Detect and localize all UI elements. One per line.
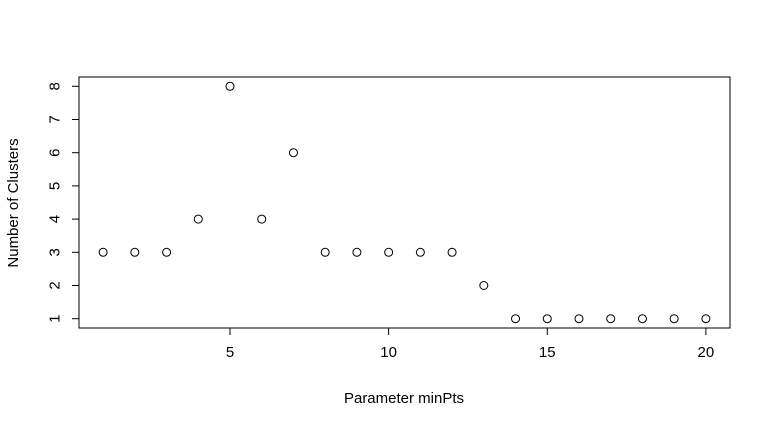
x-axis-label: Parameter minPts <box>344 390 464 407</box>
y-tick-label: 4 <box>47 215 64 223</box>
data-point <box>320 247 330 257</box>
y-tick-label: 7 <box>47 115 64 123</box>
y-axis-label: Number of Clusters <box>5 138 22 267</box>
x-axis: 5 10 15 20 <box>226 327 715 361</box>
data-point <box>415 247 425 257</box>
x-tick-label: 5 <box>226 344 234 361</box>
data-point <box>542 314 552 324</box>
data-point <box>225 81 235 91</box>
data-point <box>193 214 203 224</box>
x-tick-label: 15 <box>539 344 556 361</box>
data-point <box>606 314 616 324</box>
data-point <box>637 314 647 324</box>
data-point <box>352 247 362 257</box>
data-point <box>130 247 140 257</box>
data-point <box>162 247 172 257</box>
data-point <box>447 247 457 257</box>
data-point <box>574 314 584 324</box>
y-tick-label: 3 <box>47 248 64 256</box>
data-point <box>98 247 108 257</box>
x-tick-label: 10 <box>380 344 397 361</box>
data-point <box>384 247 394 257</box>
y-axis: 1 2 3 4 5 6 7 8 <box>47 82 80 323</box>
data-point <box>511 314 521 324</box>
y-tick-label: 6 <box>47 149 64 157</box>
data-points <box>98 81 711 324</box>
data-point <box>288 148 298 158</box>
data-point <box>669 314 679 324</box>
data-point <box>257 214 267 224</box>
plot-frame <box>78 76 731 329</box>
data-point <box>701 314 711 324</box>
y-tick-label: 8 <box>47 82 64 90</box>
y-tick-label: 5 <box>47 182 64 190</box>
x-tick-label: 20 <box>698 344 715 361</box>
data-point <box>479 281 489 291</box>
y-tick-label: 2 <box>47 281 64 289</box>
y-tick-label: 1 <box>47 315 64 323</box>
